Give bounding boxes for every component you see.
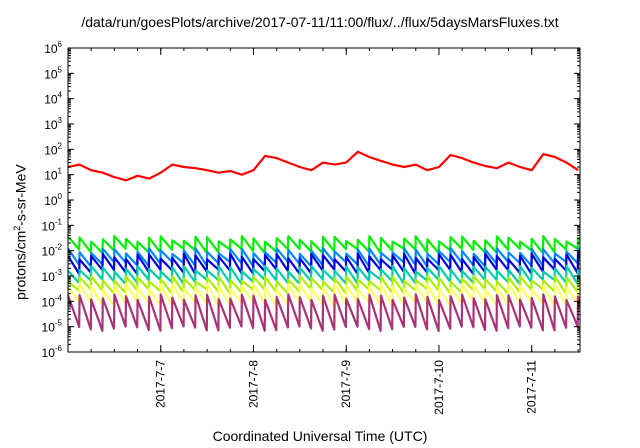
series-line-0 [68,150,579,182]
y-tick-label: 10-4 [42,293,63,309]
y-tick-label: 10-3 [42,268,63,284]
x-tick-label: 2017-7-10 [432,360,446,415]
y-axis-label: protons/cm2-s-sr-MeV [12,164,29,300]
y-tick-label: 103 [44,116,62,132]
y-tick-label: 10-6 [42,344,63,360]
x-tick-label: 2017-7-9 [339,360,353,408]
series-line-3 [68,252,580,276]
x-tick-label: 2017-7-11 [525,360,539,414]
y-tick-label: 101 [44,167,62,183]
y-tick-label: 10-5 [42,319,63,335]
y-tick-label: 105 [44,65,62,81]
y-tick-label: 102 [44,141,62,157]
x-axis-label: Coordinated Universal Time (UTC) [212,428,428,444]
series-line-7 [68,293,580,332]
y-tick-label: 10-2 [42,243,63,259]
x-tick-label: 2017-7-8 [246,360,260,408]
y-tick-label: 106 [44,40,62,56]
y-tick-label: 10-1 [42,217,63,233]
plot-frame [67,47,581,353]
y-tick-label: 100 [44,192,62,208]
x-tick-label: 2017-7-7 [154,360,168,408]
y-tick-label: 104 [44,91,62,107]
chart-title: /data/run/goesPlots/archive/2017-07-11/1… [81,14,559,30]
